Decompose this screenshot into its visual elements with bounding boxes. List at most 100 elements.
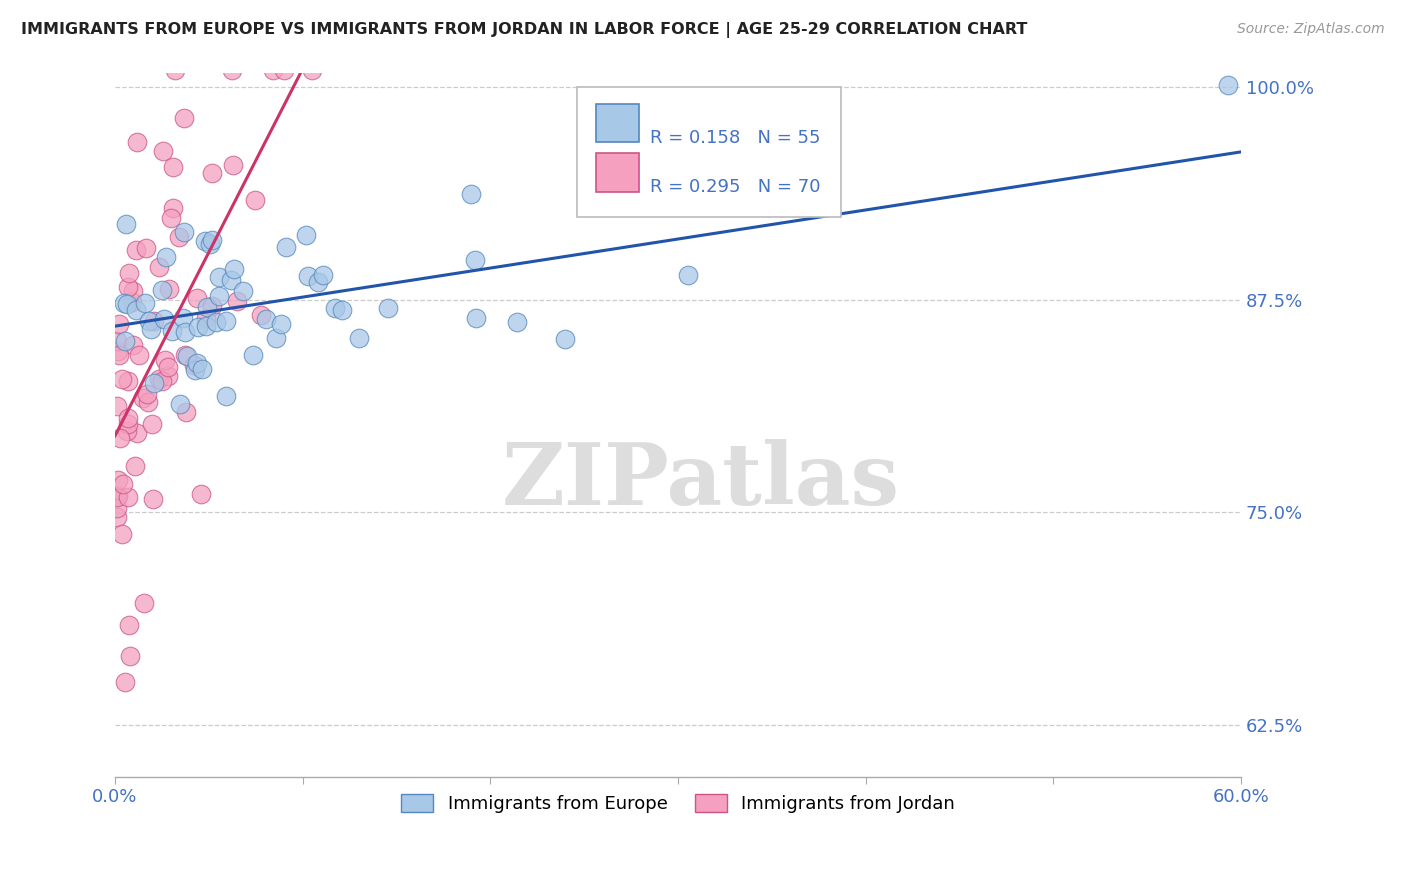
Point — [118, 618, 141, 632]
Point — [274, 240, 297, 254]
Point — [294, 228, 316, 243]
Point — [162, 160, 184, 174]
Point — [208, 269, 231, 284]
Point — [173, 112, 195, 126]
Point — [114, 334, 136, 348]
Point — [172, 311, 194, 326]
Point — [138, 395, 160, 409]
Point — [157, 282, 180, 296]
Point — [198, 236, 221, 251]
Point — [132, 391, 155, 405]
Point — [132, 596, 155, 610]
Point — [125, 425, 148, 440]
Point — [676, 268, 699, 282]
Point — [107, 317, 129, 331]
Point — [176, 349, 198, 363]
Point — [194, 318, 217, 333]
Point — [184, 363, 207, 377]
Point — [219, 273, 242, 287]
Point — [190, 487, 212, 501]
Point — [139, 322, 162, 336]
Text: IMMIGRANTS FROM EUROPE VS IMMIGRANTS FROM JORDAN IN LABOR FORCE | AGE 25-29 CORR: IMMIGRANTS FROM EUROPE VS IMMIGRANTS FRO… — [21, 22, 1028, 38]
Point — [134, 296, 156, 310]
Point — [107, 489, 129, 503]
Point — [297, 269, 319, 284]
Point — [201, 166, 224, 180]
Point — [243, 193, 266, 207]
Point — [464, 252, 486, 267]
Point — [221, 158, 243, 172]
Point — [122, 338, 145, 352]
Point — [117, 417, 139, 431]
Point — [162, 202, 184, 216]
Point — [114, 674, 136, 689]
Point — [150, 283, 173, 297]
Point — [169, 230, 191, 244]
Text: Source: ZipAtlas.com: Source: ZipAtlas.com — [1237, 22, 1385, 37]
FancyBboxPatch shape — [596, 103, 638, 143]
Point — [117, 374, 139, 388]
Point — [160, 325, 183, 339]
Point — [377, 301, 399, 315]
Point — [554, 332, 576, 346]
Point — [127, 135, 149, 149]
Point — [169, 397, 191, 411]
Point — [165, 62, 187, 77]
Point — [143, 314, 166, 328]
Point — [173, 225, 195, 239]
Point — [250, 308, 273, 322]
Point — [121, 295, 143, 310]
Point — [205, 315, 228, 329]
Point — [208, 289, 231, 303]
Point — [159, 211, 181, 226]
Point — [330, 303, 353, 318]
Point — [307, 275, 329, 289]
Point — [108, 431, 131, 445]
Point — [153, 353, 176, 368]
Point — [226, 293, 249, 308]
Point — [460, 186, 482, 201]
Point — [150, 375, 173, 389]
Point — [215, 314, 238, 328]
FancyBboxPatch shape — [576, 87, 841, 218]
Point — [143, 376, 166, 390]
Point — [122, 284, 145, 298]
Point — [221, 62, 243, 77]
Text: R = 0.295   N = 70: R = 0.295 N = 70 — [650, 178, 820, 196]
Point — [232, 284, 254, 298]
Point — [323, 301, 346, 315]
Point — [254, 312, 277, 326]
Point — [301, 62, 323, 77]
Point — [155, 250, 177, 264]
Point — [135, 386, 157, 401]
Point — [107, 348, 129, 362]
Point — [224, 261, 246, 276]
Point — [112, 296, 135, 310]
Point — [135, 240, 157, 254]
Point — [111, 372, 134, 386]
Text: ZIPatlas: ZIPatlas — [502, 439, 900, 523]
Point — [115, 424, 138, 438]
Legend: Immigrants from Europe, Immigrants from Jordan: Immigrants from Europe, Immigrants from … — [394, 787, 963, 821]
Point — [1216, 78, 1239, 92]
Point — [187, 320, 209, 334]
Point — [115, 297, 138, 311]
Point — [174, 348, 197, 362]
Point — [506, 315, 529, 329]
Text: R = 0.158   N = 55: R = 0.158 N = 55 — [650, 129, 820, 147]
Point — [264, 331, 287, 345]
Point — [128, 348, 150, 362]
Point — [194, 234, 217, 248]
Point — [174, 405, 197, 419]
Point — [115, 218, 138, 232]
Point — [111, 477, 134, 491]
Point — [174, 325, 197, 339]
Point — [107, 474, 129, 488]
Point — [105, 334, 128, 348]
Point — [195, 300, 218, 314]
Point — [125, 243, 148, 257]
Point — [111, 526, 134, 541]
Point — [138, 314, 160, 328]
FancyBboxPatch shape — [596, 153, 638, 192]
Point — [148, 372, 170, 386]
